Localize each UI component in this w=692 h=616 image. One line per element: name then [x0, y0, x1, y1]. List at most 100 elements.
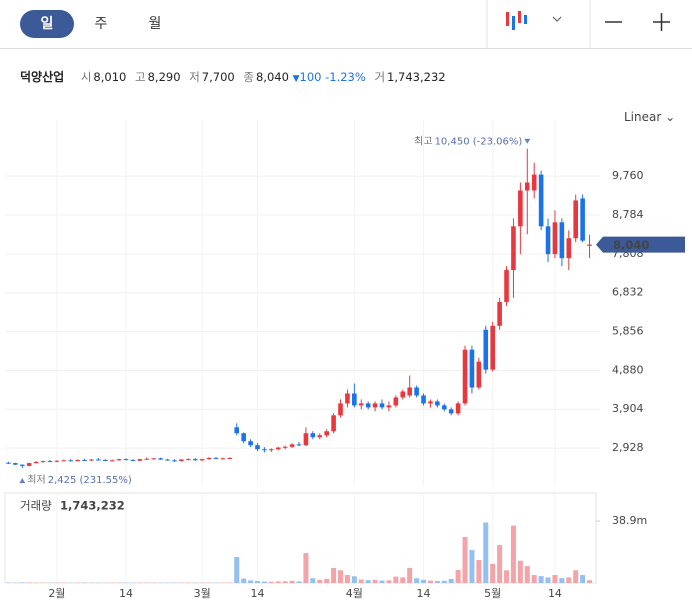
candle-body	[13, 463, 18, 465]
candle-body	[455, 403, 461, 414]
chart-type-icon[interactable]	[506, 11, 562, 30]
volume-bar	[434, 580, 440, 583]
x-tick-label: 14	[119, 587, 133, 600]
candle-body	[317, 435, 323, 438]
volume-bar	[254, 581, 260, 583]
volume-bar	[427, 580, 433, 583]
candle-body	[338, 403, 343, 416]
volume-bar	[358, 579, 364, 583]
candle-body	[345, 393, 350, 404]
volume-bar	[587, 580, 593, 583]
candle-body	[435, 401, 440, 406]
volume-bar	[497, 545, 503, 583]
volume-bar	[268, 581, 274, 583]
volume-bar	[524, 566, 530, 583]
candle-body	[40, 461, 46, 463]
volume-bar	[469, 550, 475, 583]
candle-body	[289, 444, 295, 447]
candle-body	[324, 431, 329, 436]
volume-bar	[462, 536, 468, 583]
y-tick-label: 4,880	[612, 363, 644, 376]
x-tick-label: 5월	[484, 587, 501, 600]
candle-body	[365, 403, 371, 408]
candle-body	[68, 460, 74, 462]
candle-body	[282, 446, 288, 448]
candle-body	[227, 457, 233, 459]
candle-body	[483, 329, 489, 370]
candle-body	[296, 444, 302, 446]
volume-bar	[372, 579, 378, 583]
volume-bar	[517, 560, 523, 583]
volume-tick-label: 38.9m	[612, 514, 647, 527]
candle-body	[109, 460, 115, 462]
candle-body	[75, 459, 80, 462]
info-value: 8,040	[255, 70, 289, 84]
candle-body	[407, 387, 412, 396]
y-tick-label: 8,784	[612, 208, 644, 221]
candle-body	[386, 405, 392, 408]
volume-panel	[4, 492, 597, 584]
candle-body	[566, 238, 572, 259]
toolbar: 일 주 월	[0, 0, 692, 49]
candle-body	[158, 458, 163, 460]
candle-body	[504, 270, 509, 302]
candle-body	[19, 464, 25, 466]
volume-bar	[483, 522, 489, 583]
info-value: 7,700	[201, 70, 235, 84]
volume-bar	[552, 575, 558, 583]
volume-bar	[26, 582, 32, 583]
candle-body	[559, 222, 565, 259]
tab-week[interactable]: 주	[94, 16, 108, 32]
info-value: 8,290	[147, 70, 181, 84]
max-text: 10,450 (-23.06%)	[435, 137, 523, 148]
volume-bar	[344, 575, 350, 583]
candle-body	[130, 459, 136, 461]
candle-body	[33, 461, 39, 464]
volume-bar	[261, 581, 267, 583]
volume-bar	[414, 578, 420, 583]
info-label: 저	[189, 70, 200, 84]
candle-body	[82, 459, 87, 461]
volume-bar	[351, 576, 357, 583]
scale-mode[interactable]: Linear ⌄	[624, 110, 676, 124]
x-tick-label: 14	[417, 587, 431, 600]
x-tick-label: 4월	[346, 587, 363, 600]
candle-body	[511, 226, 516, 271]
candle-body	[255, 445, 260, 450]
candle-body	[469, 349, 475, 388]
info-value: 8,010	[93, 70, 127, 84]
volume-bar	[241, 578, 247, 583]
volume-bar	[400, 577, 406, 583]
candle-body	[379, 403, 385, 408]
volume-bar	[510, 525, 516, 583]
tab-month[interactable]: 월	[148, 16, 162, 32]
volume-bar	[386, 580, 392, 583]
candle-body	[192, 459, 198, 461]
candle-body	[199, 459, 205, 461]
toolbar-icons	[486, 0, 670, 48]
candle-body	[580, 198, 585, 241]
candle-body	[310, 433, 316, 438]
volume-bar	[248, 580, 254, 583]
candle-body	[47, 461, 53, 463]
y-tick-label: 5,856	[612, 325, 644, 338]
candle-body	[462, 349, 468, 404]
info-label: 거	[374, 70, 386, 84]
change: 100	[299, 70, 322, 84]
volume-bar	[296, 581, 302, 583]
volume-bar	[490, 563, 496, 583]
candle-body	[234, 427, 240, 434]
tab-day[interactable]: 일	[20, 10, 74, 38]
volume-current: 1,743,232	[60, 499, 125, 513]
candle-body	[220, 458, 226, 460]
y-tick-label: 7,808	[612, 247, 644, 260]
x-tick-label: 14	[548, 587, 562, 600]
info-label: 고	[135, 70, 146, 84]
volume-bar	[234, 557, 240, 583]
zoom-in[interactable]	[653, 13, 670, 31]
candle-body	[552, 222, 558, 255]
volume-bar	[448, 579, 454, 583]
volume-bar	[559, 578, 565, 583]
volume-bar	[407, 568, 413, 583]
